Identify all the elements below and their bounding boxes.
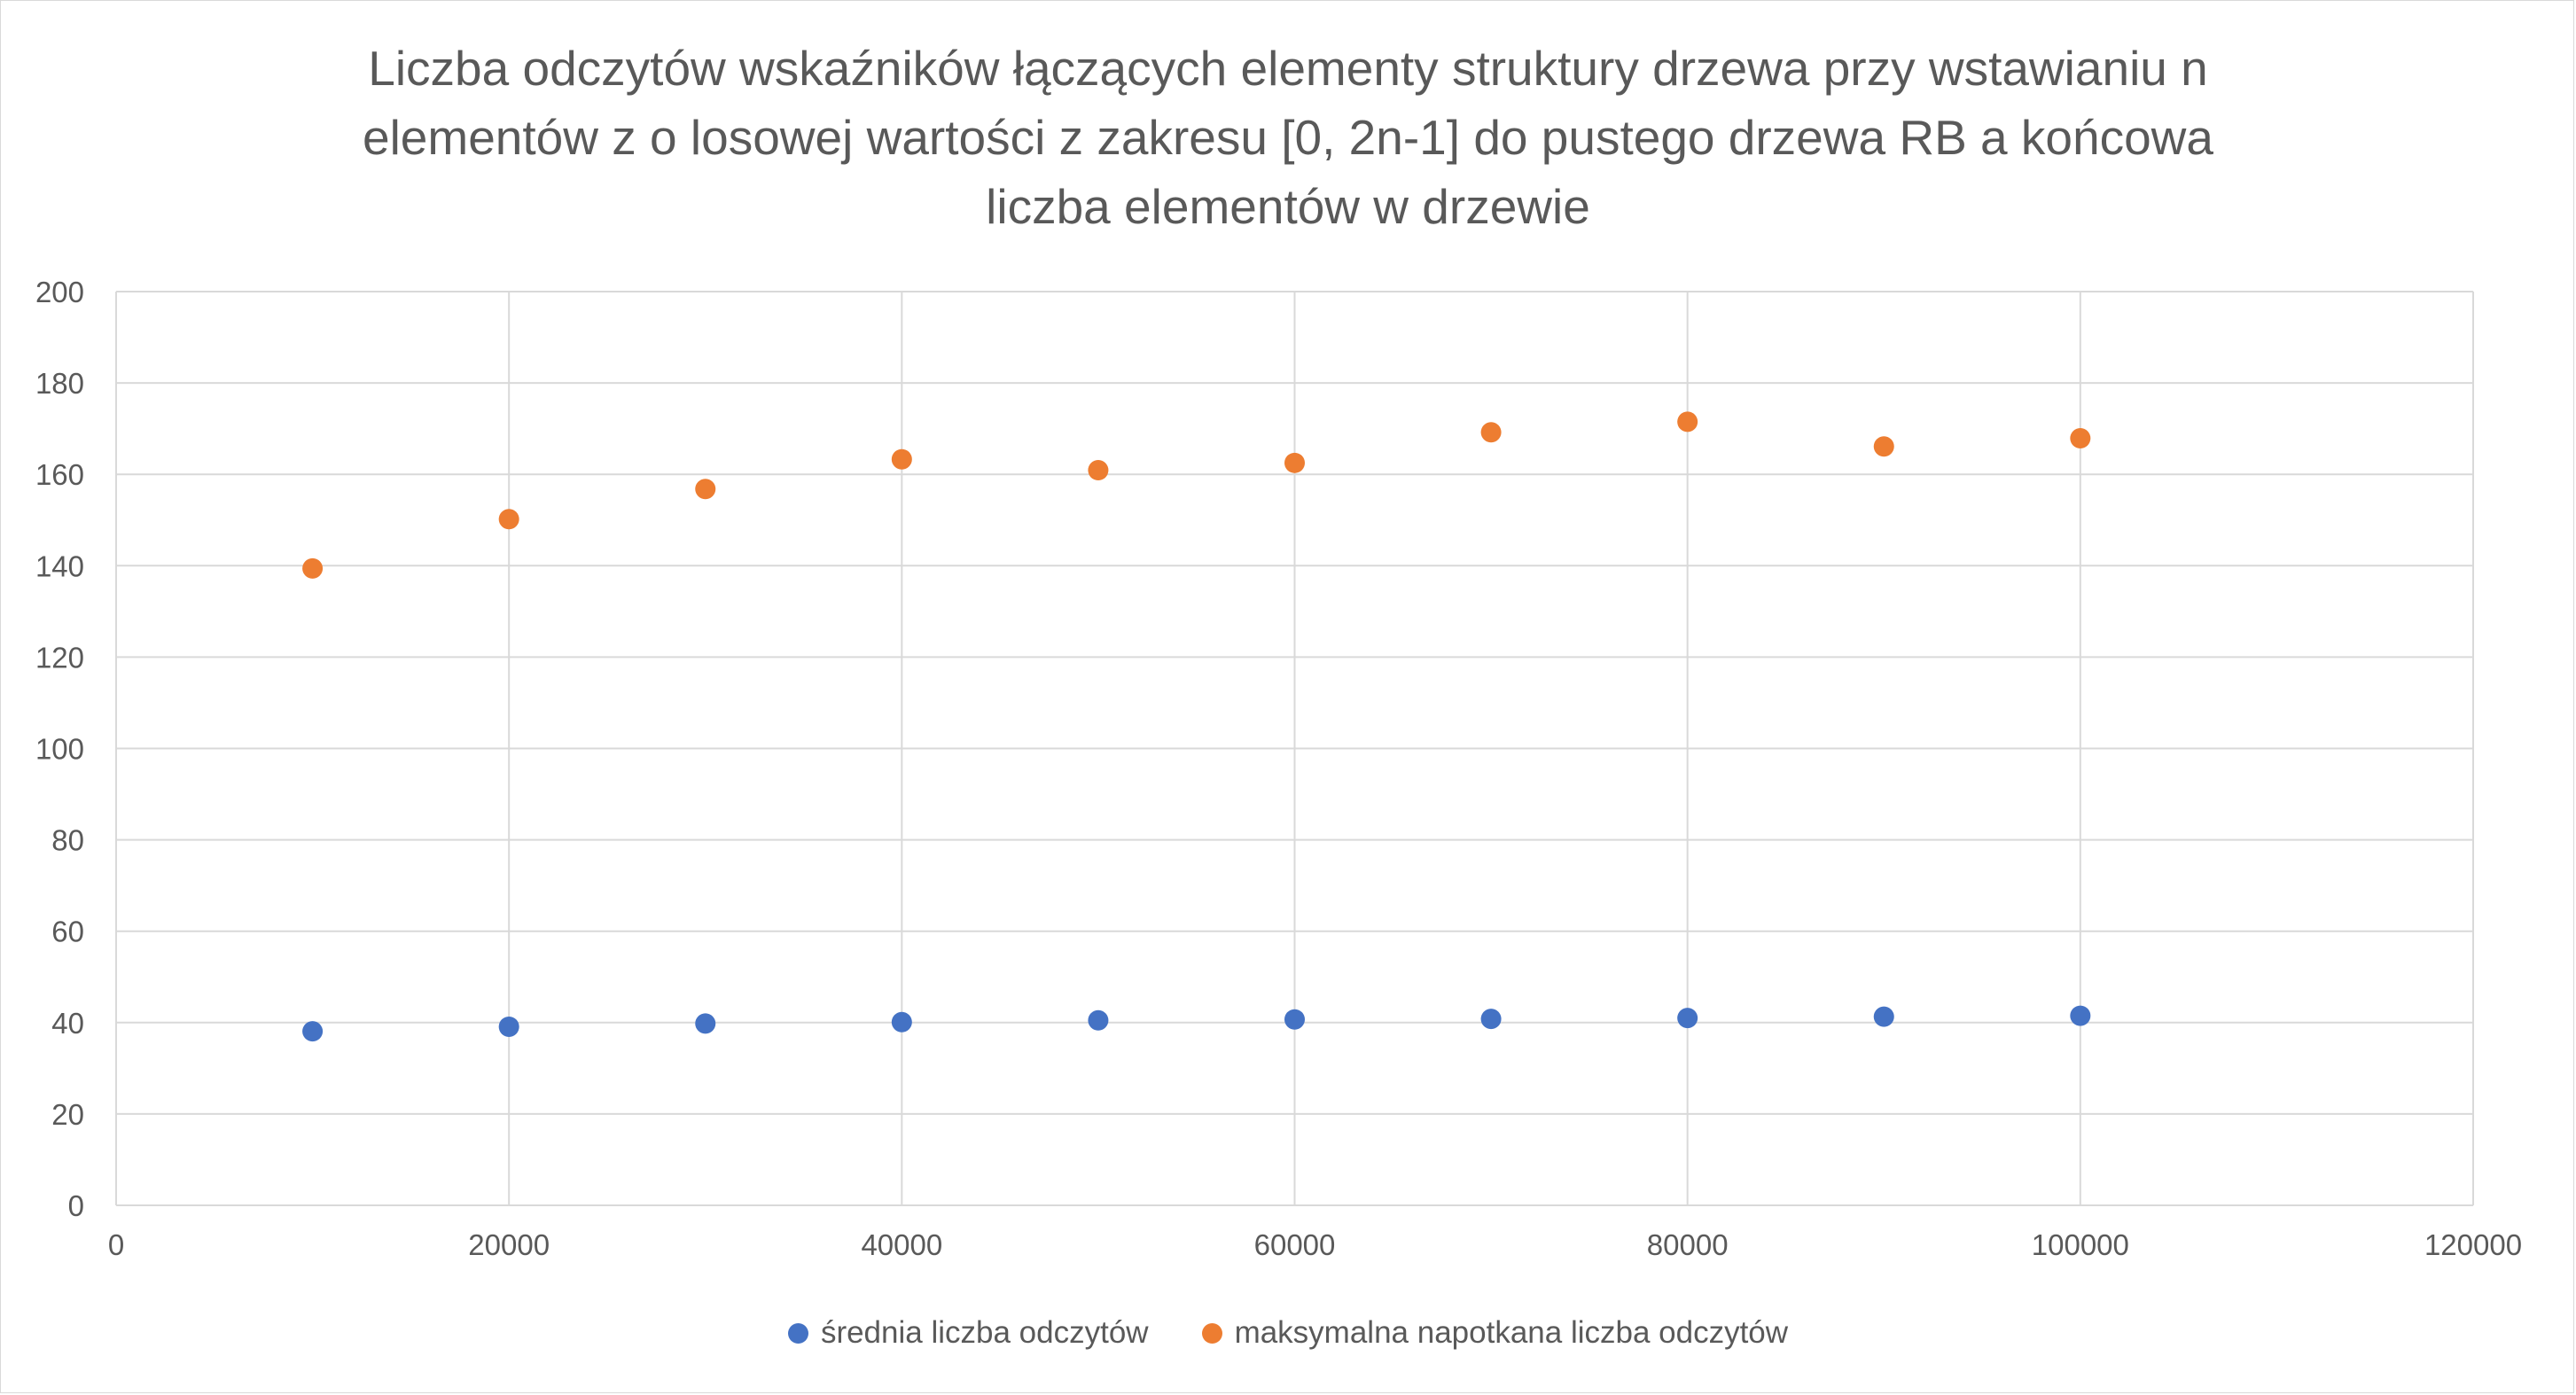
chart-title: Liczba odczytów wskaźników łączących ele… — [224, 34, 2352, 241]
data-points — [302, 411, 2091, 1042]
x-tick-label-60000: 60000 — [1254, 1228, 1336, 1261]
tick-labels: 0 20 40 60 80 100 120 140 160 180 200 0 20000 40000 60… — [35, 276, 2522, 1261]
data-point-series1-80000 — [1677, 1008, 1698, 1029]
legend-item-average: średnia liczba odczytów — [787, 1315, 1149, 1351]
data-point-series1-70000 — [1480, 1009, 1502, 1030]
y-tick-label-180: 180 — [35, 367, 84, 400]
legend-label-average: średnia liczba odczytów — [820, 1315, 1149, 1350]
gridlines — [116, 291, 2474, 1205]
legend-item-maximum: maksymalna napotkana liczba odczytów — [1201, 1315, 1789, 1351]
data-point-series2-10000 — [302, 557, 324, 579]
axes — [115, 292, 2473, 1206]
y-tick-label-0: 0 — [68, 1189, 84, 1222]
data-point-series2-80000 — [1677, 411, 1698, 433]
chart-title-line-1: Liczba odczytów wskaźników łączących ele… — [368, 41, 2208, 96]
data-point-series1-100000 — [2070, 1005, 2091, 1026]
data-point-series2-30000 — [695, 479, 716, 500]
data-point-series1-30000 — [695, 1013, 716, 1034]
y-tick-label-160: 160 — [35, 458, 84, 491]
y-tick-label-100: 100 — [35, 733, 84, 766]
y-tick-label-60: 60 — [51, 916, 84, 948]
y-tick-label-40: 40 — [51, 1007, 84, 1040]
x-tick-label-80000: 80000 — [1647, 1228, 1729, 1261]
data-point-series1-10000 — [302, 1021, 324, 1042]
legend-marker-average — [787, 1322, 808, 1344]
chart-title-line-3: liczba elementów w drzewie — [986, 179, 1590, 234]
data-point-series2-60000 — [1284, 452, 1305, 473]
data-point-series1-20000 — [498, 1016, 519, 1037]
data-point-series2-50000 — [1088, 460, 1109, 481]
y-tick-label-20: 20 — [51, 1098, 84, 1131]
data-point-series2-90000 — [1873, 436, 1894, 457]
legend-marker-maximum — [1201, 1322, 1222, 1344]
data-point-series1-40000 — [891, 1011, 912, 1033]
x-tick-label-40000: 40000 — [861, 1228, 942, 1261]
data-point-series1-60000 — [1284, 1009, 1305, 1030]
x-tick-label-120000: 120000 — [2424, 1228, 2522, 1261]
data-point-series2-100000 — [2070, 427, 2091, 448]
data-point-series2-40000 — [891, 448, 912, 470]
x-tick-label-20000: 20000 — [468, 1228, 550, 1261]
data-point-series1-90000 — [1873, 1006, 1894, 1027]
y-tick-label-140: 140 — [35, 549, 84, 582]
data-point-series2-70000 — [1480, 422, 1502, 443]
data-point-series2-20000 — [498, 509, 519, 530]
x-tick-label-0: 0 — [108, 1228, 124, 1261]
legend: średnia liczba odczytów maksymalna napot… — [0, 1308, 2576, 1358]
x-tick-label-100000: 100000 — [2032, 1228, 2129, 1261]
legend-label-maximum: maksymalna napotkana liczba odczytów — [1234, 1315, 1789, 1350]
chart-title-line-2: elementów z o losowej wartości z zakresu… — [363, 110, 2213, 165]
y-tick-label-80: 80 — [51, 824, 84, 857]
data-point-series1-50000 — [1088, 1009, 1109, 1031]
y-tick-label-120: 120 — [35, 641, 84, 674]
y-tick-label-200: 200 — [35, 276, 84, 308]
